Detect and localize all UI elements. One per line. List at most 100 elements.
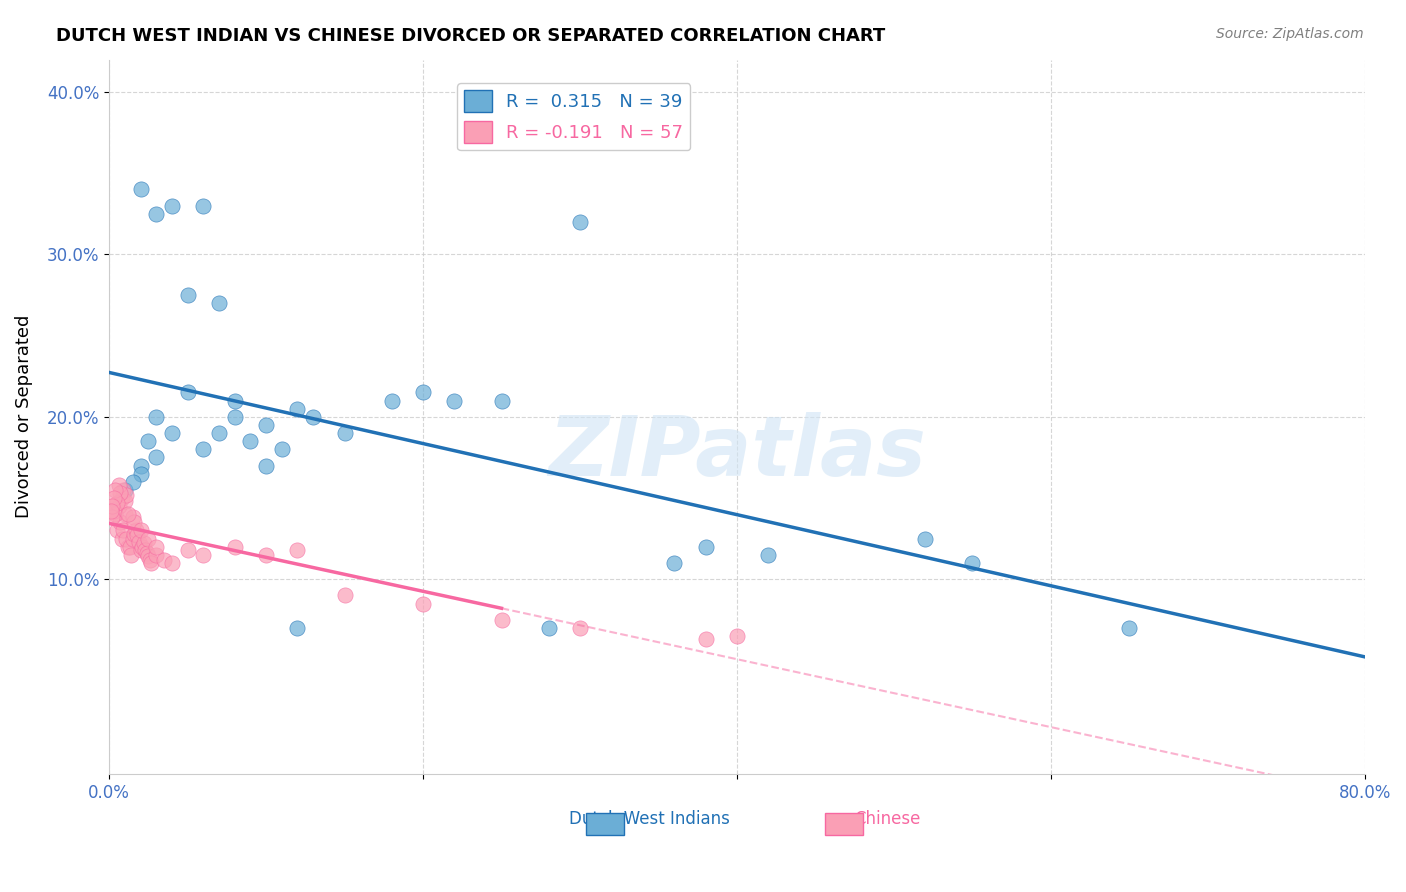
Chinese (115, 532, 138, 546)
Chinese (145, 540, 167, 554)
Dutch West Indians (193, 442, 215, 457)
Chinese (138, 532, 160, 546)
Chinese (569, 621, 592, 635)
Dutch West Indians (145, 207, 167, 221)
Dutch West Indians (114, 483, 136, 497)
Dutch West Indians (302, 409, 325, 424)
Chinese (118, 540, 141, 554)
Chinese (103, 504, 125, 518)
Chinese (224, 540, 246, 554)
Dutch West Indians (138, 434, 160, 449)
Dutch West Indians (208, 425, 231, 440)
Chinese (129, 543, 152, 558)
Chinese (121, 532, 143, 546)
Chinese (105, 524, 128, 538)
Chinese (105, 496, 128, 510)
Chinese (108, 486, 131, 500)
Chinese (135, 546, 157, 560)
Chinese (120, 548, 142, 562)
Chinese (132, 536, 155, 550)
FancyBboxPatch shape (586, 814, 624, 835)
Dutch West Indians (537, 621, 560, 635)
Chinese (121, 510, 143, 524)
Dutch West Indians (160, 199, 183, 213)
Dutch West Indians (129, 182, 152, 196)
Dutch West Indians (129, 458, 152, 473)
Chinese (117, 540, 139, 554)
Chinese (491, 613, 513, 627)
Chinese (176, 543, 198, 558)
Dutch West Indians (569, 215, 592, 229)
Dutch West Indians (333, 425, 356, 440)
Dutch West Indians (176, 385, 198, 400)
Dutch West Indians (412, 385, 434, 400)
FancyBboxPatch shape (825, 814, 862, 835)
Dutch West Indians (224, 409, 246, 424)
Dutch West Indians (254, 458, 277, 473)
Dutch West Indians (287, 401, 309, 416)
Chinese (287, 543, 309, 558)
Chinese (160, 556, 183, 570)
Chinese (112, 524, 135, 538)
Chinese (104, 507, 127, 521)
Chinese (254, 548, 277, 562)
Y-axis label: Divorced or Separated: Divorced or Separated (15, 315, 32, 518)
Chinese (117, 507, 139, 521)
Text: Chinese: Chinese (855, 810, 921, 828)
Dutch West Indians (121, 475, 143, 489)
Chinese (131, 540, 153, 554)
Text: Source: ZipAtlas.com: Source: ZipAtlas.com (1216, 27, 1364, 41)
Chinese (139, 552, 162, 566)
Chinese (153, 552, 176, 566)
Chinese (115, 488, 138, 502)
Text: ZIPatlas: ZIPatlas (548, 412, 927, 493)
Dutch West Indians (662, 556, 685, 570)
Chinese (127, 528, 149, 542)
Dutch West Indians (381, 393, 404, 408)
Dutch West Indians (193, 199, 215, 213)
Dutch West Indians (914, 532, 936, 546)
Chinese (141, 556, 163, 570)
Dutch West Indians (145, 450, 167, 465)
Chinese (412, 597, 434, 611)
Chinese (108, 516, 131, 530)
Dutch West Indians (254, 417, 277, 432)
Chinese (114, 507, 136, 521)
Chinese (125, 524, 148, 538)
Dutch West Indians (224, 393, 246, 408)
Chinese (138, 549, 160, 564)
Dutch West Indians (176, 288, 198, 302)
Chinese (100, 504, 122, 518)
Chinese (111, 532, 134, 546)
Dutch West Indians (695, 540, 717, 554)
Dutch West Indians (443, 393, 465, 408)
Chinese (122, 516, 145, 530)
Chinese (725, 629, 748, 643)
Chinese (122, 526, 145, 541)
Text: DUTCH WEST INDIAN VS CHINESE DIVORCED OR SEPARATED CORRELATION CHART: DUTCH WEST INDIAN VS CHINESE DIVORCED OR… (56, 27, 886, 45)
Dutch West Indians (160, 425, 183, 440)
Chinese (101, 499, 124, 513)
Chinese (107, 478, 129, 492)
Chinese (112, 483, 135, 497)
Dutch West Indians (270, 442, 292, 457)
Chinese (103, 491, 125, 505)
Dutch West Indians (129, 467, 152, 481)
Dutch West Indians (287, 621, 309, 635)
Chinese (111, 491, 134, 505)
Chinese (114, 494, 136, 508)
Chinese (333, 589, 356, 603)
Chinese (128, 534, 150, 549)
Dutch West Indians (208, 296, 231, 310)
Chinese (101, 510, 124, 524)
Chinese (695, 632, 717, 647)
Dutch West Indians (145, 409, 167, 424)
Chinese (129, 524, 152, 538)
Chinese (145, 548, 167, 562)
Dutch West Indians (491, 393, 513, 408)
Chinese (193, 548, 215, 562)
Dutch West Indians (1118, 621, 1140, 635)
Legend: R =  0.315   N = 39, R = -0.191   N = 57: R = 0.315 N = 39, R = -0.191 N = 57 (457, 83, 690, 151)
Dutch West Indians (962, 556, 984, 570)
Dutch West Indians (239, 434, 262, 449)
